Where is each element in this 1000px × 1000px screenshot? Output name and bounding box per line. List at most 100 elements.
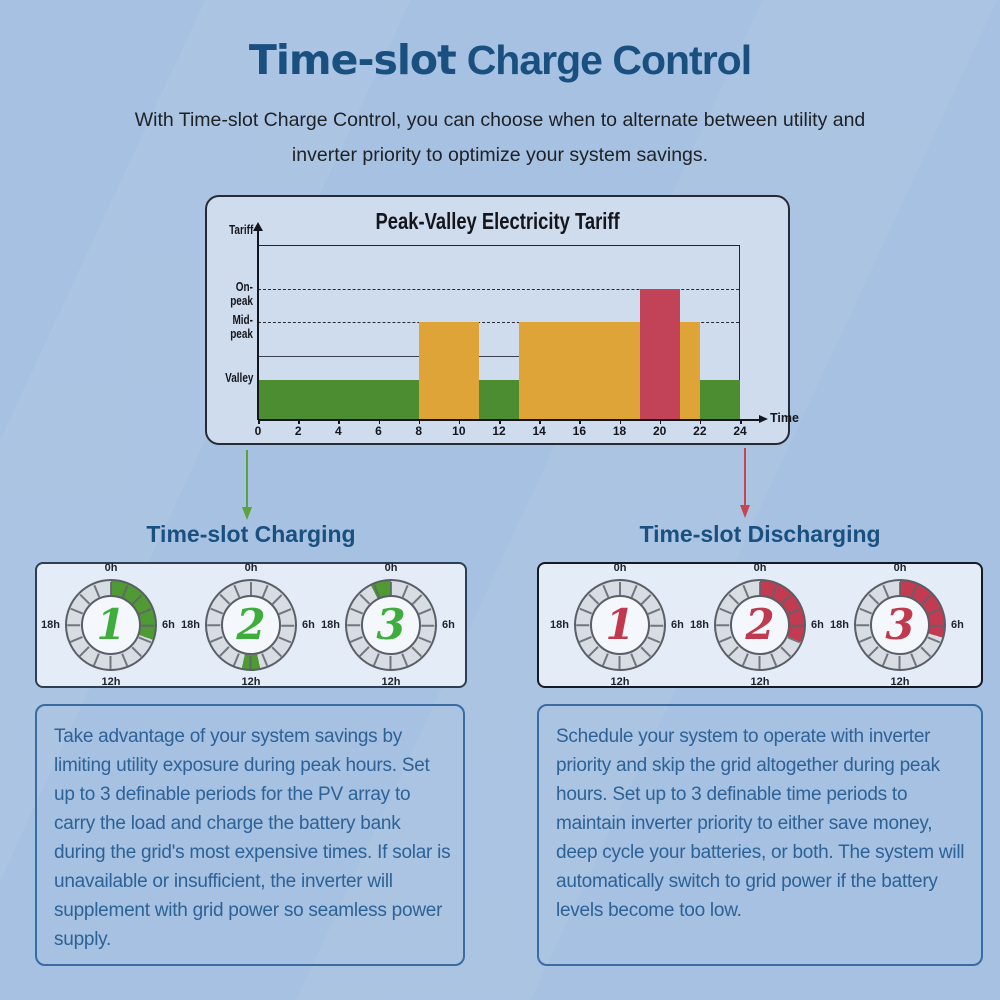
clock-tick xyxy=(401,652,409,666)
discharging-clock-1-ring: 1 xyxy=(574,579,666,671)
y-level-label-valley: Valley xyxy=(224,371,253,385)
clock-tick xyxy=(272,646,283,657)
clock-tick xyxy=(899,655,901,669)
x-tick-22 xyxy=(699,420,702,424)
x-tick-14 xyxy=(539,420,541,424)
tariff-bar-valley-22h-24h xyxy=(699,380,740,420)
clock-tick xyxy=(79,593,90,604)
page-title-bold: Time-slot xyxy=(248,36,457,84)
clock-tick xyxy=(110,655,112,669)
heading-time-slot-charging: Time-slot Charging xyxy=(146,521,356,547)
x-tick-2 xyxy=(298,420,300,424)
clock-tick xyxy=(910,652,918,666)
page-title-rest: Charge Control xyxy=(466,37,752,83)
clock-tick xyxy=(579,635,593,643)
clock-tick xyxy=(787,635,801,643)
clock-hour-label-0h: 0h xyxy=(104,562,118,574)
y-axis-arrowhead-icon xyxy=(253,222,263,231)
clock-tick xyxy=(70,607,84,615)
clock-tick xyxy=(742,584,750,598)
clock-tick xyxy=(579,607,593,615)
clock-tick xyxy=(110,581,112,595)
clock-tick xyxy=(70,635,84,643)
clock-hour-label-18h: 18h xyxy=(550,619,569,631)
clock-tick xyxy=(719,635,733,643)
clock-tick xyxy=(359,646,370,657)
clock-tick xyxy=(261,652,269,666)
clock-tick xyxy=(233,584,241,598)
clock-tick xyxy=(141,624,155,626)
tariff-bar-valley-0h-8h xyxy=(258,380,419,420)
clock-tick xyxy=(219,593,230,604)
x-tick-6 xyxy=(378,420,380,424)
clock-tick xyxy=(390,655,392,669)
charging-clock-2-ring: 2 xyxy=(205,579,297,671)
clock-tick xyxy=(882,584,890,598)
clock-tick xyxy=(418,607,432,615)
x-axis-line xyxy=(258,418,760,421)
x-tick-10 xyxy=(458,420,461,424)
clock-tick xyxy=(261,584,269,598)
x-tick-label-8: 8 xyxy=(415,424,422,438)
discharging-clock-1: 1 0h 6h 12h 18h xyxy=(550,562,684,688)
clock-tick xyxy=(347,624,361,626)
clock-tick xyxy=(781,593,792,604)
x-tick-label-18: 18 xyxy=(612,424,627,438)
x-tick-label-6: 6 xyxy=(375,424,382,438)
clock-tick xyxy=(619,655,621,669)
subtitle-line-2: inverter priority to optimize your syste… xyxy=(291,144,709,166)
discharging-clock-3-number: 3 xyxy=(885,600,915,649)
clock-hour-label-18h: 18h xyxy=(321,619,340,631)
tariff-chart: Peak-Valley Electricity Tariff Tariff Ti… xyxy=(205,195,799,445)
x-axis-arrowhead-icon xyxy=(759,415,768,423)
clock-tick xyxy=(412,646,423,657)
clock-tick xyxy=(93,652,101,666)
clock-tick xyxy=(630,584,638,598)
clock-hour-label-6h: 6h xyxy=(951,619,964,631)
x-tick-12 xyxy=(499,420,501,424)
clock-tick xyxy=(401,584,409,598)
x-axis-label-time: Time xyxy=(770,411,799,425)
clock-tick xyxy=(921,593,932,604)
clock-tick xyxy=(350,607,364,615)
x-tick-label-22: 22 xyxy=(693,424,707,438)
clock-tick xyxy=(868,593,879,604)
x-tick-label-2: 2 xyxy=(294,424,302,438)
discharging-down-arrow-icon xyxy=(738,447,752,519)
tariff-bar-mid-peak-21h-22h xyxy=(679,322,700,420)
y-axis-line xyxy=(257,231,259,420)
clock-tick xyxy=(350,635,364,643)
clock-tick xyxy=(759,581,761,595)
x-tick-label-14: 14 xyxy=(532,424,546,438)
clock-tick xyxy=(588,646,599,657)
discharging-clock-2-ring: 2 xyxy=(714,579,806,671)
clock-tick xyxy=(132,646,143,657)
clock-tick xyxy=(910,584,918,598)
clock-tick xyxy=(770,584,778,598)
clock-tick xyxy=(602,584,610,598)
clock-tick xyxy=(219,646,230,657)
charging-description-text: Take advantage of your system savings by… xyxy=(54,726,451,950)
clock-tick xyxy=(728,593,739,604)
clock-tick xyxy=(121,652,129,666)
clock-tick xyxy=(207,624,221,626)
charging-clock-1-face: 1 xyxy=(81,595,141,655)
discharging-clock-1-number: 1 xyxy=(605,600,635,649)
clock-tick xyxy=(859,635,873,643)
clock-hour-label-6h: 6h xyxy=(442,619,455,631)
discharging-clock-3-ring: 3 xyxy=(854,579,946,671)
clock-tick xyxy=(132,593,143,604)
clock-tick xyxy=(927,635,941,643)
tariff-bar-mid-peak-13h-19h xyxy=(519,322,640,420)
x-tick-label-16: 16 xyxy=(572,424,586,438)
discharging-clock-2: 2 0h 6h 12h 18h xyxy=(690,562,824,688)
clock-hour-label-12h: 12h xyxy=(750,676,770,688)
clock-hour-label-12h: 12h xyxy=(890,676,910,688)
clock-tick xyxy=(770,652,778,666)
discharging-clocks-panel: 1 0h 6h 12h 18h 2 0h 6h 12h 18h 3 0h 6h 12h 18h xyxy=(537,562,983,688)
tariff-bar-on-peak-19h-21h xyxy=(639,289,680,420)
clock-tick xyxy=(930,624,944,626)
discharging-clock-2-number: 2 xyxy=(745,600,775,649)
clock-tick xyxy=(250,655,252,669)
